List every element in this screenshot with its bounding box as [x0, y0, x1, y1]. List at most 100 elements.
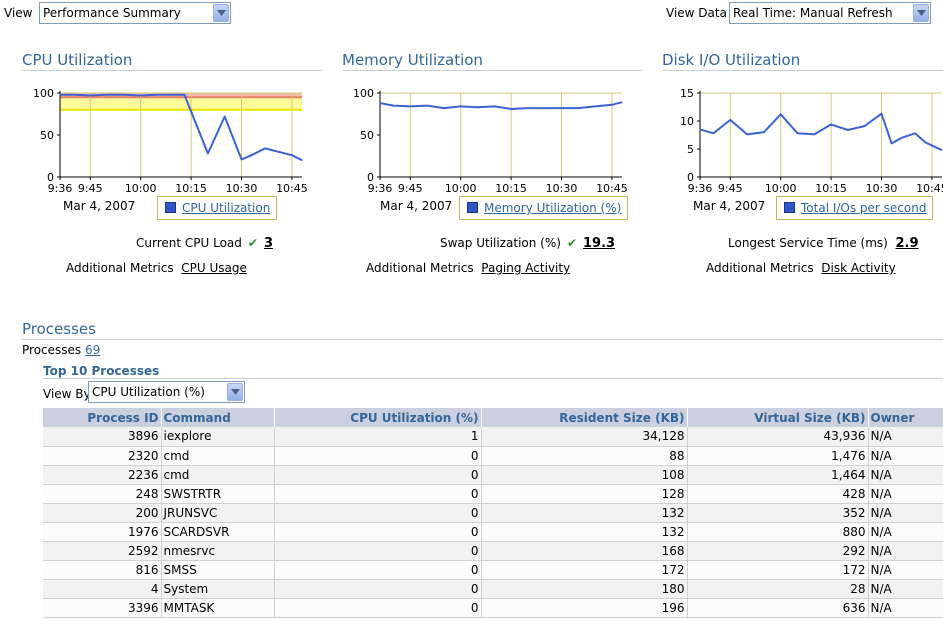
view-select[interactable]: Performance Summary	[39, 2, 231, 24]
disk-current-value[interactable]: 2.9	[895, 236, 919, 251]
data-point	[392, 105, 394, 107]
memory-current-value[interactable]: 19.3	[583, 236, 616, 251]
resident-size-cell: 180	[481, 579, 688, 599]
legend-swatch	[467, 202, 478, 213]
owner-cell: N/A	[868, 522, 943, 542]
data-point	[224, 116, 226, 118]
y-tick-label: 10	[680, 115, 694, 128]
column-header[interactable]: Command	[161, 408, 275, 427]
cpu-cell: 0	[274, 579, 482, 599]
memory-date: Mar 4, 2007	[380, 199, 453, 213]
table-row: 816 SMSS 0 172 172 N/A	[43, 560, 943, 580]
chevron-down-icon[interactable]	[213, 4, 229, 22]
view-data-select[interactable]: Real Time: Manual Refresh	[729, 2, 931, 24]
column-header[interactable]: Virtual Size (KB)	[687, 408, 869, 427]
cpu-cell: 0	[274, 522, 482, 542]
owner-cell: N/A	[868, 503, 943, 523]
table-row: 2592 nmesrvc 0 168 292 N/A	[43, 541, 943, 561]
data-point	[712, 132, 714, 134]
cpu-cell: 0	[274, 560, 482, 580]
processes-count-link[interactable]: 69	[84, 343, 101, 357]
data-point	[544, 107, 546, 109]
data-point	[476, 106, 478, 108]
memory-current-label: Swap Utilization (%)	[440, 236, 561, 250]
data-point	[621, 101, 623, 103]
x-tick-label: 10:30	[226, 182, 258, 195]
cpu-current: Current CPU Load ✔ 3	[136, 236, 273, 251]
y-tick-label: 50	[360, 129, 374, 142]
column-header[interactable]: Owner	[868, 408, 943, 427]
x-tick-label: 9:36	[48, 182, 73, 195]
data-point	[251, 154, 253, 156]
data-point	[264, 147, 266, 149]
series-line	[699, 112, 943, 152]
legend-swatch	[784, 202, 795, 213]
x-tick-label: 10:00	[445, 182, 477, 195]
chevron-down-icon[interactable]	[227, 383, 243, 401]
check-icon: ✔	[566, 236, 577, 250]
command-cell: MMTASK	[161, 598, 275, 618]
command-cell: SWSTRTR	[161, 484, 275, 504]
disk-additional-link[interactable]: Disk Activity	[821, 261, 896, 275]
owner-cell: N/A	[868, 579, 943, 599]
table-row: 2236 cmd 0 108 1,464 N/A	[43, 465, 943, 485]
disk-legend: Total I/Os per second	[776, 196, 934, 220]
processes-title: Processes	[22, 320, 96, 338]
column-header[interactable]: CPU Utilization (%)	[274, 408, 482, 427]
data-point	[914, 132, 916, 134]
process-id-cell: 2320	[43, 446, 162, 466]
cpu-current-label: Current CPU Load	[136, 236, 242, 250]
chevron-down-icon[interactable]	[913, 4, 929, 22]
data-point	[140, 95, 142, 97]
owner-cell: N/A	[868, 484, 943, 504]
command-cell: iexplore	[161, 427, 275, 447]
cpu-current-value[interactable]: 3	[263, 236, 273, 251]
x-tick-label: 9:45	[78, 182, 103, 195]
table-row: 200 JRUNSVC 0 132 352 N/A	[43, 503, 943, 523]
y-tick-label: 100	[33, 87, 54, 100]
data-point	[847, 129, 849, 131]
resident-size-cell: 132	[481, 503, 688, 523]
process-id-cell: 1976	[43, 522, 162, 542]
resident-size-cell: 172	[481, 560, 688, 580]
x-tick-label: 9:36	[368, 182, 393, 195]
cpu-additional-link[interactable]: CPU Usage	[181, 261, 247, 275]
cpu-legend-link[interactable]: CPU Utilization	[182, 201, 271, 215]
cpu-cell: 0	[274, 541, 482, 561]
data-point	[594, 105, 596, 107]
view-label: View	[4, 6, 33, 20]
memory-additional-link[interactable]: Paging Activity	[481, 261, 571, 275]
memory-title: Memory Utilization	[342, 51, 483, 69]
data-point	[409, 105, 411, 107]
warning-threshold-band	[60, 97, 302, 110]
data-point	[173, 94, 175, 96]
y-tick-label: 50	[40, 129, 54, 142]
virtual-size-cell: 636	[687, 598, 869, 618]
table-header-row: Process ID Command CPU Utilization (%) R…	[43, 408, 943, 427]
data-point	[460, 105, 462, 107]
x-tick-label: 10:45	[596, 182, 628, 195]
cpu-cell: 0	[274, 598, 482, 618]
column-header[interactable]: Process ID	[43, 408, 162, 427]
owner-cell: N/A	[868, 446, 943, 466]
cpu-legend: CPU Utilization	[157, 196, 278, 220]
process-id-cell: 200	[43, 503, 162, 523]
x-tick-label: 10:45	[916, 182, 943, 195]
x-tick-label: 9:45	[718, 182, 743, 195]
top-processes-rule	[43, 378, 943, 379]
data-point	[780, 113, 782, 115]
data-point	[510, 108, 512, 110]
command-cell: cmd	[161, 446, 275, 466]
y-tick-label: 0	[367, 171, 374, 184]
disk-legend-link[interactable]: Total I/Os per second	[801, 201, 927, 215]
view-by-select[interactable]: CPU Utilization (%)	[88, 381, 245, 403]
series-line	[379, 101, 623, 110]
data-point	[291, 154, 293, 156]
cpu-additional-label: Additional Metrics	[66, 261, 174, 275]
column-header[interactable]: Resident Size (KB)	[481, 408, 688, 427]
process-id-cell: 4	[43, 579, 162, 599]
memory-legend-link[interactable]: Memory Utilization (%)	[484, 201, 622, 215]
resident-size-cell: 196	[481, 598, 688, 618]
y-tick-label: 5	[687, 143, 694, 156]
owner-cell: N/A	[868, 541, 943, 561]
